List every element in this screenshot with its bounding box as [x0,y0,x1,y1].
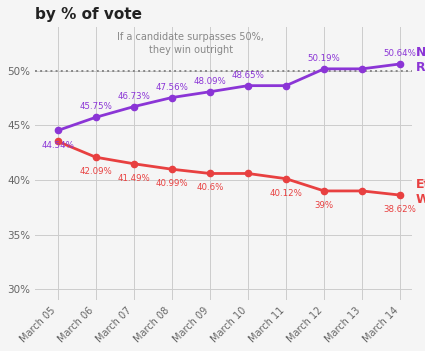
Text: 45.75%: 45.75% [79,102,112,111]
Text: 50.64%: 50.64% [384,49,416,58]
Text: 38.62%: 38.62% [384,205,416,214]
Text: 48.09%: 48.09% [193,77,227,86]
Text: 41.49%: 41.49% [117,174,150,183]
Text: by % of vote: by % of vote [35,7,142,22]
Text: 48.65%: 48.65% [232,71,264,80]
Text: 40.6%: 40.6% [196,183,224,192]
Text: Nithya
Raman: Nithya Raman [416,46,425,74]
Text: Ethan
Weaver: Ethan Weaver [416,178,425,206]
Text: 50.19%: 50.19% [308,54,340,63]
Text: 42.09%: 42.09% [79,167,112,176]
Text: 47.56%: 47.56% [156,82,188,92]
Text: If a candidate surpasses 50%,
they win outright: If a candidate surpasses 50%, they win o… [117,32,264,54]
Text: 40.12%: 40.12% [269,188,303,198]
Text: 44.54%: 44.54% [41,141,74,150]
Text: 39%: 39% [314,201,334,210]
Text: 46.73%: 46.73% [117,92,150,101]
Text: 40.99%: 40.99% [156,179,188,188]
